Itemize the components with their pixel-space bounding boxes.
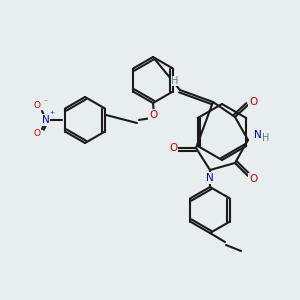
Text: O: O [149, 110, 157, 120]
Text: O: O [34, 128, 40, 137]
Text: O: O [249, 97, 257, 107]
Text: H: H [262, 133, 270, 143]
Text: H: H [171, 76, 179, 86]
Text: N: N [254, 130, 262, 140]
Text: N: N [42, 115, 50, 125]
Text: N: N [206, 173, 214, 183]
Text: O: O [34, 101, 40, 110]
Text: +: + [50, 110, 55, 116]
Text: O: O [169, 143, 177, 153]
Text: O: O [249, 174, 257, 184]
Text: ⁻: ⁻ [43, 98, 47, 106]
